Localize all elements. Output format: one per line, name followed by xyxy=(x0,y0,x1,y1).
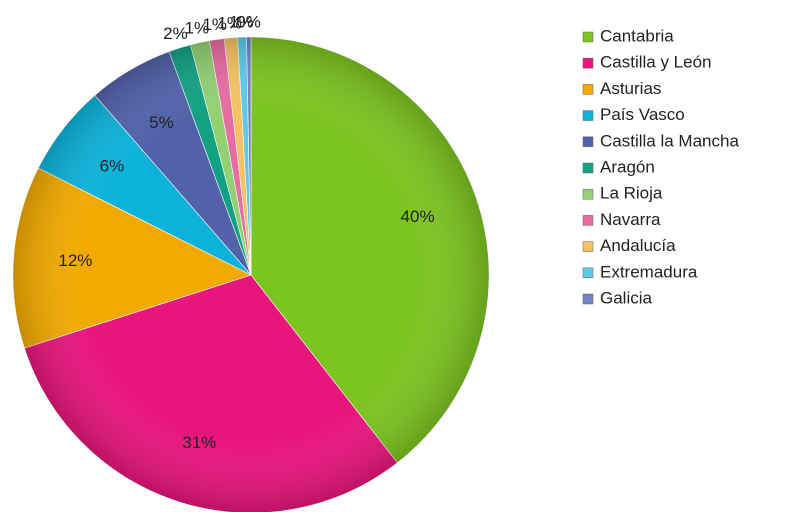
legend-swatch xyxy=(582,241,594,252)
data-label: 0% xyxy=(236,12,261,31)
legend-label: Asturias xyxy=(600,79,661,98)
legend-swatch xyxy=(582,267,594,279)
legend-swatch xyxy=(582,162,594,174)
legend-label: País Vasco xyxy=(600,105,685,124)
legend-swatch xyxy=(582,188,594,200)
legend-swatch xyxy=(582,110,594,121)
data-label: 1% xyxy=(217,13,242,32)
legend-label: Navarra xyxy=(600,210,661,229)
legend-label: Castilla la Mancha xyxy=(600,131,739,150)
legend-swatch xyxy=(582,136,594,148)
data-label: 5% xyxy=(149,113,174,132)
data-label: 6% xyxy=(100,156,125,175)
data-label: 31% xyxy=(182,433,216,452)
data-label: 12% xyxy=(58,251,92,270)
data-label: 1% xyxy=(202,15,227,34)
data-label: 40% xyxy=(401,207,435,226)
legend-label: Galicia xyxy=(600,288,653,307)
data-label: 1% xyxy=(185,18,210,37)
data-label: 1% xyxy=(229,13,254,32)
legend-swatch xyxy=(582,84,594,95)
legend-label: Aragón xyxy=(600,157,655,176)
legend-label: La Rioja xyxy=(600,184,663,203)
legend-label: Andalucía xyxy=(600,236,676,255)
legend-label: Extremadura xyxy=(600,262,698,281)
legend-swatch xyxy=(582,31,594,43)
legend-label: Castilla y León xyxy=(600,53,712,72)
legend-swatch xyxy=(582,215,594,226)
legend-swatch xyxy=(582,293,594,305)
legend-swatch xyxy=(582,57,594,69)
data-label: 2% xyxy=(163,24,188,43)
legend-label: Cantabria xyxy=(600,26,674,45)
